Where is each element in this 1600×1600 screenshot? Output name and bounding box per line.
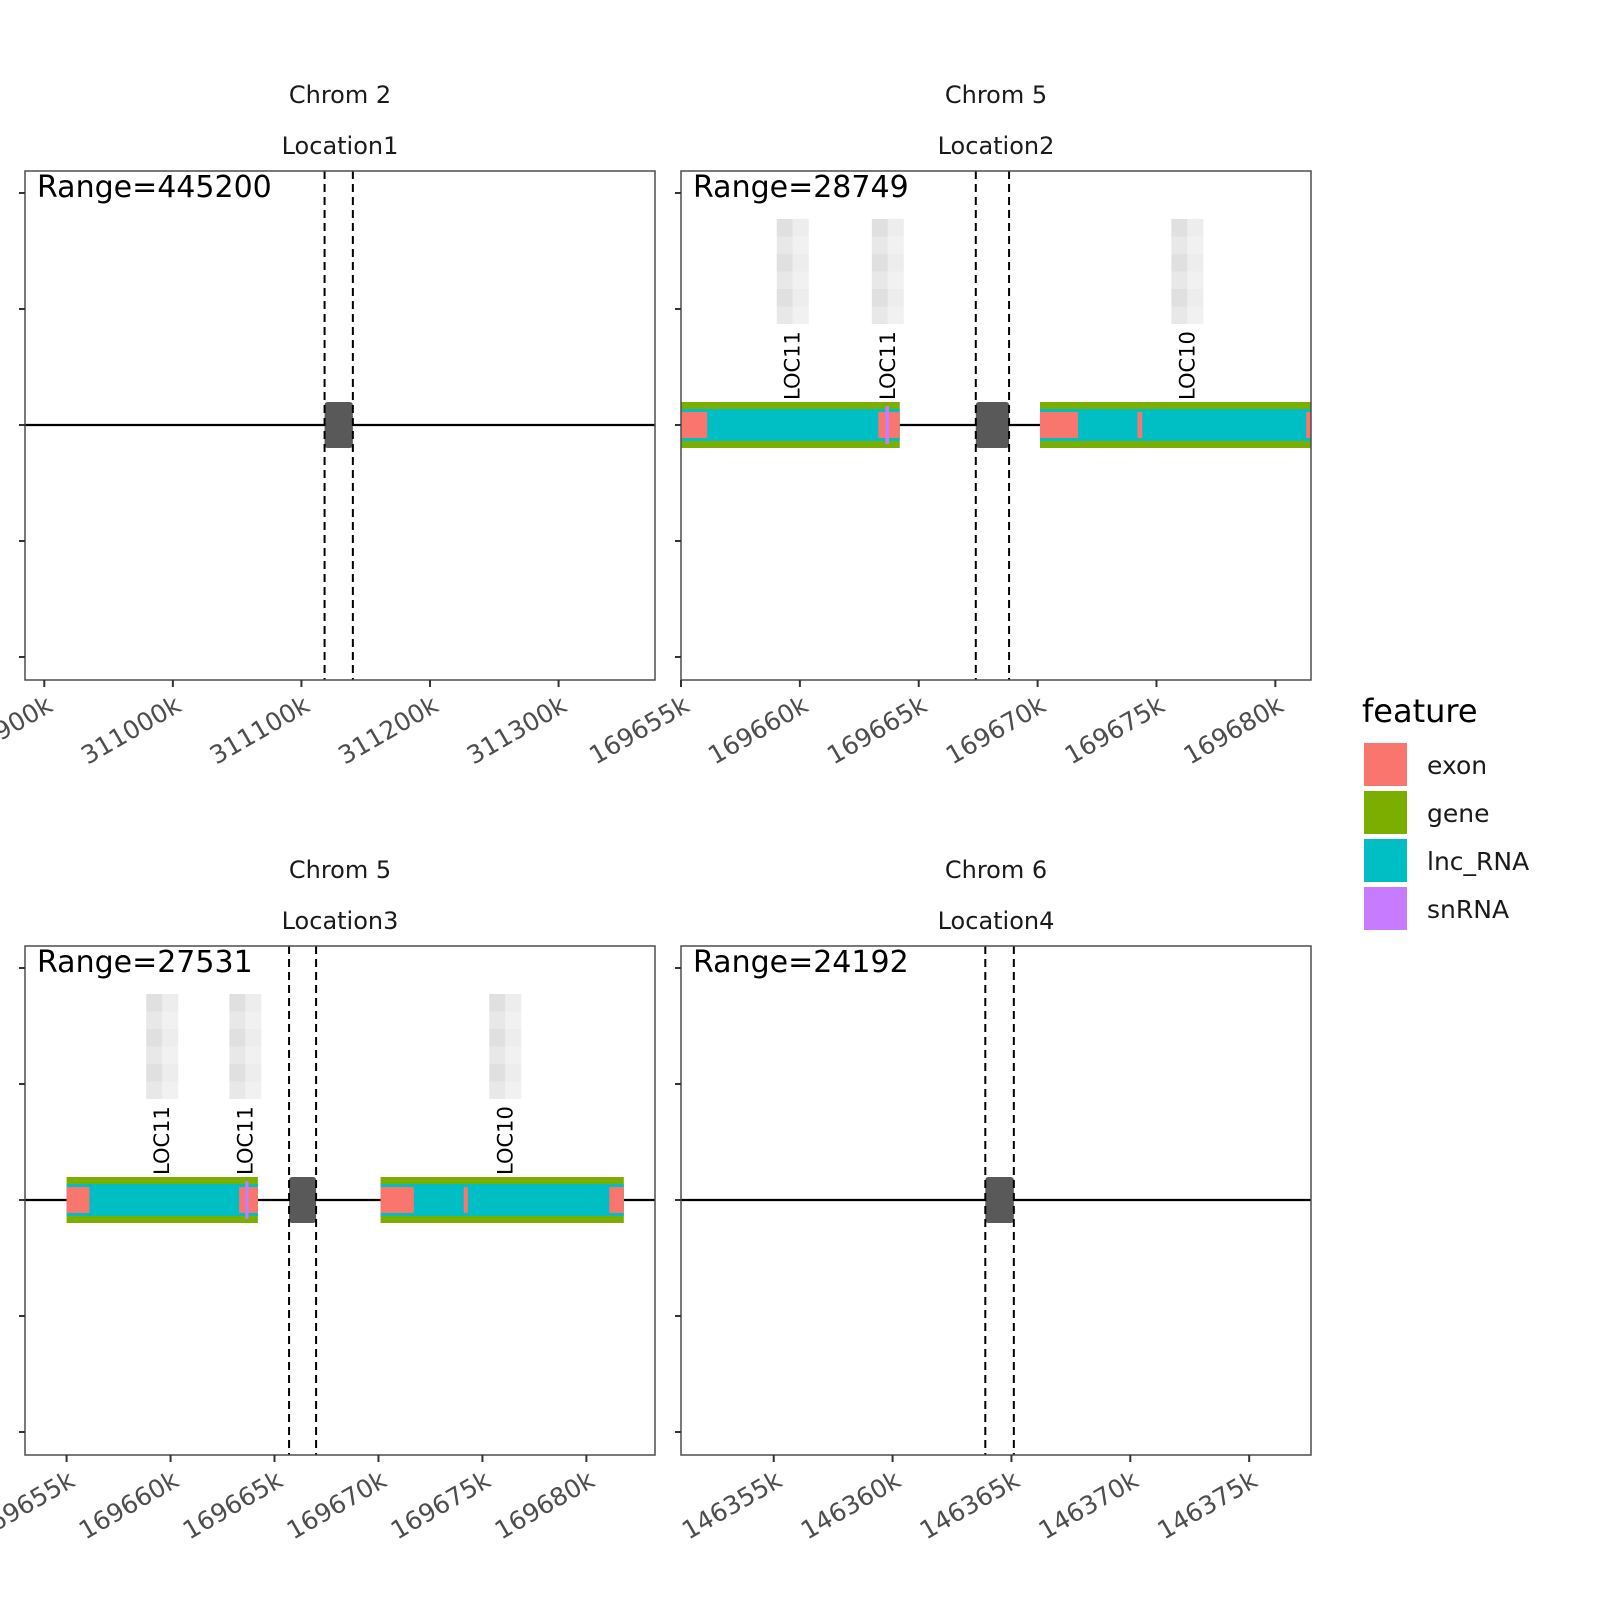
legend-label: snRNA [1427,895,1509,924]
feature-lnc-rna [380,1184,624,1216]
facet-location-label: Location4 [938,907,1055,935]
range-annotation: Range=445200 [37,170,272,205]
x-tick-label: 310900k [0,690,58,770]
x-tick-label: 169680k [490,1465,600,1545]
legend: feature exon gene lnc_RNA snRNA [1362,692,1529,930]
feature-lnc-rna [66,1184,258,1216]
x-tick-label: 169655k [0,1465,80,1545]
facet-location-label: Location1 [282,132,399,160]
range-annotation: Range=28749 [693,170,909,205]
facet-location-label: Location3 [282,907,399,935]
gene-label-backdrop [146,994,179,1099]
x-tick-label: 146365k [915,1465,1025,1545]
feature-exon [1137,412,1143,438]
legend-key-gene [1364,791,1407,834]
x-tick-label: 146375k [1152,1465,1262,1545]
legend-label: lnc_RNA [1427,847,1529,876]
legend-key-snrna [1364,887,1407,930]
gene-label-backdrop [229,994,262,1099]
legend-label: gene [1427,799,1489,828]
x-tick-label: 169670k [282,1465,392,1545]
legend-label: exon [1427,751,1487,780]
facet-chrom-label: Chrom 5 [945,81,1047,109]
x-tick-label: 169675k [1060,690,1170,770]
gene-label: LOC10 [493,1106,517,1175]
x-tick-label: 146355k [677,1465,787,1545]
panels: Chrom 2 Location1 Range=445200 310900k 31100… [0,81,1312,1545]
x-tick-label: 169655k [584,690,694,770]
panel-4: Chrom 6 Location4 Range=24192 146355k 146360… [675,856,1312,1545]
gene-label: LOC11 [150,1106,174,1175]
feature-exon [609,1187,624,1213]
facet-chrom-label: Chrom 2 [289,81,391,109]
x-tick-label: 169680k [1179,690,1289,770]
feature-exon [66,1187,90,1213]
gene-label: LOC11 [781,331,805,400]
feature-lnc-rna [681,409,900,441]
panel-2: Chrom 5 Location2 LOC11 LOC11 LOC10 Range=287… [584,81,1312,770]
feature-exon [380,1187,414,1213]
panel-plot-area [681,946,1311,1455]
x-tick-label: 169675k [386,1465,496,1545]
panel-plot-area: LOC11 LOC11 LOC10 [681,171,1311,680]
feature-exon [1039,412,1079,438]
feature-exon [1306,412,1311,438]
feature-exon [681,412,708,438]
panel-1: Chrom 2 Location1 Range=445200 310900k 31100… [0,81,656,770]
gene-label: LOC11 [233,1106,257,1175]
x-tick-label: 311100k [205,690,315,770]
target-region [975,402,1010,448]
target-region [289,1177,317,1223]
x-tick-label: 311000k [76,690,186,770]
x-tick-label: 311300k [462,690,572,770]
x-tick-label: 146370k [1034,1465,1144,1545]
feature-snrna [245,1181,249,1219]
legend-key-exon [1364,743,1407,786]
facet-location-label: Location2 [938,132,1055,160]
gene-label: LOC11 [876,331,900,400]
gene-label: LOC10 [1175,331,1199,400]
feature-lnc-rna [1039,409,1311,441]
gene-label-backdrop [1171,219,1204,324]
x-tick-label: 169660k [703,690,813,770]
x-tick-label: 169665k [178,1465,288,1545]
legend-items: exon gene lnc_RNA snRNA [1364,743,1529,930]
legend-key-lnc-rna [1364,839,1407,882]
range-annotation: Range=24192 [693,945,909,980]
panel-plot-area: LOC11 LOC11 LOC10 [25,946,655,1455]
x-tick-label: 169660k [74,1465,184,1545]
target-region [985,1177,1014,1223]
range-annotation: Range=27531 [37,945,253,980]
feature-exon [463,1187,468,1213]
x-tick-label: 311200k [333,690,443,770]
legend-title: feature [1362,692,1478,730]
x-tick-label: 146360k [796,1465,906,1545]
gene-label-backdrop [489,994,522,1099]
gene-label-backdrop [776,219,809,324]
feature-snrna [885,406,890,444]
gene-label-backdrop [871,219,904,324]
x-tick-label: 169670k [941,690,1051,770]
panel-plot-area [25,171,655,680]
panel-3: Chrom 5 Location3 LOC11 LOC11 LOC10 Range=275… [0,856,656,1545]
facet-chrom-label: Chrom 5 [289,856,391,884]
facet-chrom-label: Chrom 6 [945,856,1047,884]
target-region [324,402,353,448]
x-tick-label: 169665k [822,690,932,770]
